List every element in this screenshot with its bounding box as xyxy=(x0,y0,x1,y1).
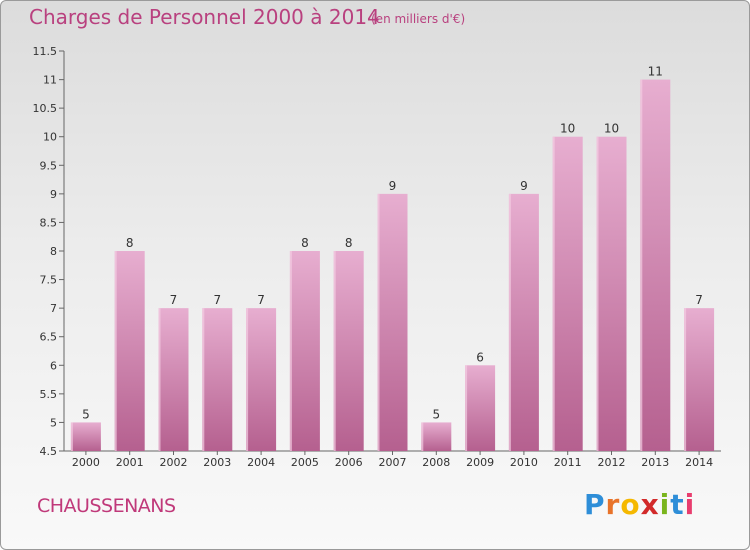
logo-letter: t xyxy=(670,488,685,521)
bar-value-label: 9 xyxy=(520,179,528,193)
x-tick-label: 2004 xyxy=(247,456,275,469)
bar-value-label: 10 xyxy=(560,122,575,136)
bar-value-label: 8 xyxy=(126,236,134,250)
x-tick-label: 2007 xyxy=(379,456,407,469)
bar-value-label: 8 xyxy=(345,236,353,250)
bar-2003 xyxy=(202,308,233,451)
x-tick-label: 2002 xyxy=(160,456,188,469)
y-tick-label: 6.5 xyxy=(40,331,58,344)
chart-title: Charges de Personnel 2000 à 2014 xyxy=(29,5,380,29)
y-tick-label: 5 xyxy=(50,416,57,429)
y-tick-label: 10.5 xyxy=(33,102,58,115)
logo-letter: o xyxy=(620,488,641,521)
bar-2007 xyxy=(377,193,408,451)
bar-2010 xyxy=(508,193,539,451)
bar-2011 xyxy=(552,136,583,451)
commune-name: CHAUSSENANS xyxy=(37,495,176,517)
bar-highlight xyxy=(421,422,424,451)
y-tick-label: 6 xyxy=(50,359,57,372)
x-tick-label: 2008 xyxy=(422,456,450,469)
x-tick-label: 2012 xyxy=(598,456,626,469)
y-tick-label: 10 xyxy=(43,131,57,144)
x-tick-label: 2005 xyxy=(291,456,319,469)
bar-highlight xyxy=(508,193,511,451)
x-tick-label: 2000 xyxy=(72,456,100,469)
x-tick-label: 2010 xyxy=(510,456,538,469)
bar-highlight xyxy=(640,79,643,452)
y-tick-label: 7.5 xyxy=(40,274,58,287)
bar-value-label: 7 xyxy=(170,293,178,307)
bar-2008 xyxy=(421,422,452,451)
x-tick-label: 2006 xyxy=(335,456,363,469)
y-tick-label: 11.5 xyxy=(33,45,58,58)
bar-highlight xyxy=(596,136,599,451)
bar-2009 xyxy=(465,365,496,451)
logo-letter: i xyxy=(659,488,671,521)
logo-letter: r xyxy=(605,488,621,521)
logo-letter: x xyxy=(640,488,660,521)
bar-highlight xyxy=(158,308,161,451)
bar-value-label: 5 xyxy=(82,407,90,421)
bar-highlight xyxy=(202,308,205,451)
bar-2005 xyxy=(289,251,320,451)
bar-2001 xyxy=(114,251,145,451)
bar-2014 xyxy=(684,308,715,451)
y-tick-label: 7 xyxy=(50,302,57,315)
bar-highlight xyxy=(246,308,249,451)
x-tick-label: 2001 xyxy=(116,456,144,469)
x-tick-label: 2011 xyxy=(554,456,582,469)
x-tick-label: 2014 xyxy=(685,456,713,469)
y-axis: 4.5 5 5.5 6 6.5 7 7.5 8 8.5 9 9.5 10 10.5 11 11.5 xyxy=(33,45,65,458)
x-tick-label: 2013 xyxy=(641,456,669,469)
x-axis: 2000 2001 2002 2003 2004 2005 2006 2007 2008 2009… xyxy=(64,450,721,469)
bar-2012 xyxy=(596,136,627,451)
bar-value-label: 9 xyxy=(389,179,397,193)
bar-2002 xyxy=(158,308,189,451)
bar-value-label: 6 xyxy=(476,350,484,364)
logo-letter: i xyxy=(684,488,696,521)
bar-highlight xyxy=(333,251,336,451)
bar-value-label: 8 xyxy=(301,236,309,250)
bar-value-label: 11 xyxy=(648,65,663,79)
bar-2006 xyxy=(333,251,364,451)
bar-highlight xyxy=(289,251,292,451)
logo-letter: P xyxy=(584,488,606,521)
x-tick-label: 2003 xyxy=(203,456,231,469)
bar-value-label: 7 xyxy=(695,293,703,307)
y-tick-label: 8.5 xyxy=(40,216,58,229)
bars: 5 8 7 7 7 8 8 9 5 6 9 10 10 11 7 xyxy=(70,65,715,452)
bar-highlight xyxy=(684,308,687,451)
y-tick-label: 11 xyxy=(43,74,57,87)
bar-highlight xyxy=(114,251,117,451)
y-tick-label: 8 xyxy=(50,245,57,258)
y-tick-label: 5.5 xyxy=(40,388,58,401)
proxiti-logo: Proxiti xyxy=(584,488,695,521)
x-tick-label: 2009 xyxy=(466,456,494,469)
bar-highlight xyxy=(377,193,380,451)
bar-highlight xyxy=(70,422,73,451)
y-tick-label: 9 xyxy=(50,188,57,201)
bar-value-label: 7 xyxy=(213,293,221,307)
bar-highlight xyxy=(465,365,468,451)
bar-highlight xyxy=(552,136,555,451)
bar-2004 xyxy=(246,308,277,451)
bar-value-label: 10 xyxy=(604,122,619,136)
bar-2013 xyxy=(640,79,671,452)
bar-value-label: 7 xyxy=(257,293,265,307)
bar-2000 xyxy=(70,422,101,451)
chart-subtitle: (en milliers d'€) xyxy=(371,12,466,26)
y-tick-label: 4.5 xyxy=(40,445,58,458)
bar-value-label: 5 xyxy=(432,407,440,421)
y-tick-label: 9.5 xyxy=(40,159,58,172)
